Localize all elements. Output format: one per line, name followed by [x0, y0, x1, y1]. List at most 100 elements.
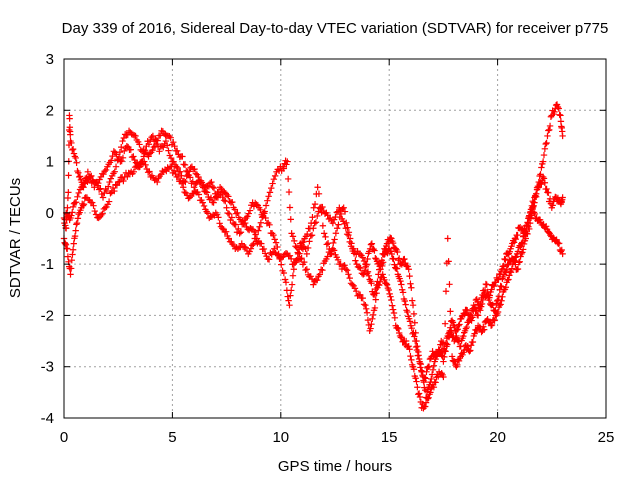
- data-point: [152, 136, 159, 143]
- data-point: [368, 280, 375, 287]
- data-point: [74, 193, 81, 200]
- data-point: [73, 219, 81, 227]
- data-point: [444, 341, 451, 348]
- data-point: [511, 235, 519, 242]
- data-point: [196, 178, 203, 186]
- data-point: [75, 169, 82, 176]
- data-point: [199, 199, 206, 206]
- data-point: [414, 384, 421, 391]
- data-point: [494, 296, 502, 304]
- data-point: [411, 333, 418, 340]
- y-tick-label: 0: [46, 205, 54, 222]
- data-point: [539, 173, 547, 181]
- data-point: [376, 281, 383, 289]
- data-point: [394, 324, 401, 331]
- y-tick-label: -3: [41, 359, 54, 376]
- data-point: [386, 290, 393, 298]
- data-point: [300, 238, 307, 246]
- data-point: [445, 258, 452, 265]
- data-point: [557, 112, 564, 119]
- data-point: [408, 297, 416, 304]
- data-point: [404, 263, 412, 270]
- data-point: [76, 173, 84, 180]
- data-point: [544, 132, 551, 140]
- data-point: [542, 140, 549, 148]
- data-point: [352, 257, 359, 264]
- data-point: [101, 167, 108, 175]
- data-point: [542, 223, 550, 230]
- data-point: [422, 399, 430, 406]
- data-point: [518, 240, 525, 247]
- data-point: [489, 301, 497, 308]
- data-point: [539, 158, 547, 165]
- data-point: [412, 337, 419, 345]
- data-point: [315, 190, 323, 198]
- data-point: [316, 271, 324, 278]
- data-point: [502, 284, 510, 291]
- data-point: [490, 282, 498, 290]
- data-point: [91, 184, 98, 191]
- data-point: [413, 378, 420, 385]
- data-point: [88, 199, 96, 206]
- data-point: [391, 314, 399, 322]
- data-point: [362, 301, 369, 309]
- data-point: [223, 191, 231, 199]
- data-point: [477, 303, 485, 310]
- data-point: [365, 272, 373, 280]
- data-point: [454, 361, 461, 369]
- data-point: [236, 230, 243, 237]
- data-point: [66, 115, 73, 122]
- data-point: [559, 250, 566, 258]
- data-point: [139, 158, 146, 165]
- data-point: [302, 266, 309, 274]
- data-point: [370, 245, 377, 253]
- data-point: [174, 164, 181, 172]
- data-point: [402, 301, 409, 308]
- data-point: [449, 319, 457, 326]
- data-point: [308, 232, 316, 239]
- data-point: [109, 184, 117, 192]
- data-point: [116, 178, 123, 185]
- data-point: [253, 201, 260, 208]
- data-point: [100, 170, 107, 178]
- data-point: [432, 379, 439, 386]
- data-point: [340, 204, 347, 211]
- data-point: [180, 177, 188, 185]
- data-point: [342, 266, 350, 273]
- data-point: [282, 279, 290, 286]
- data-point: [118, 143, 125, 151]
- data-point: [72, 199, 80, 206]
- data-point: [554, 103, 562, 111]
- data-point: [531, 210, 539, 218]
- data-point: [536, 216, 544, 224]
- data-point: [64, 245, 71, 252]
- data-point: [543, 185, 550, 193]
- data-point: [379, 262, 386, 270]
- data-point: [186, 194, 193, 201]
- data-point: [271, 172, 279, 180]
- data-point: [229, 198, 236, 206]
- data-point: [555, 105, 562, 112]
- data-point: [181, 161, 189, 169]
- data-point: [405, 266, 412, 273]
- grid-lines: [64, 59, 606, 418]
- data-point: [270, 175, 278, 183]
- data-point: [383, 281, 391, 288]
- data-point: [440, 373, 447, 381]
- data-point: [265, 193, 272, 200]
- data-point: [154, 178, 161, 186]
- data-point: [346, 235, 354, 242]
- data-point: [67, 265, 75, 272]
- data-point: [95, 179, 102, 187]
- data-point: [488, 321, 496, 329]
- data-point: [146, 150, 154, 157]
- data-point: [186, 168, 193, 175]
- data-point: [306, 238, 313, 245]
- data-point: [65, 172, 72, 179]
- data-point: [293, 244, 301, 251]
- data-point: [514, 248, 522, 255]
- data-point: [69, 203, 77, 211]
- data-point: [309, 214, 316, 221]
- data-point: [364, 268, 372, 275]
- data-point: [102, 166, 110, 174]
